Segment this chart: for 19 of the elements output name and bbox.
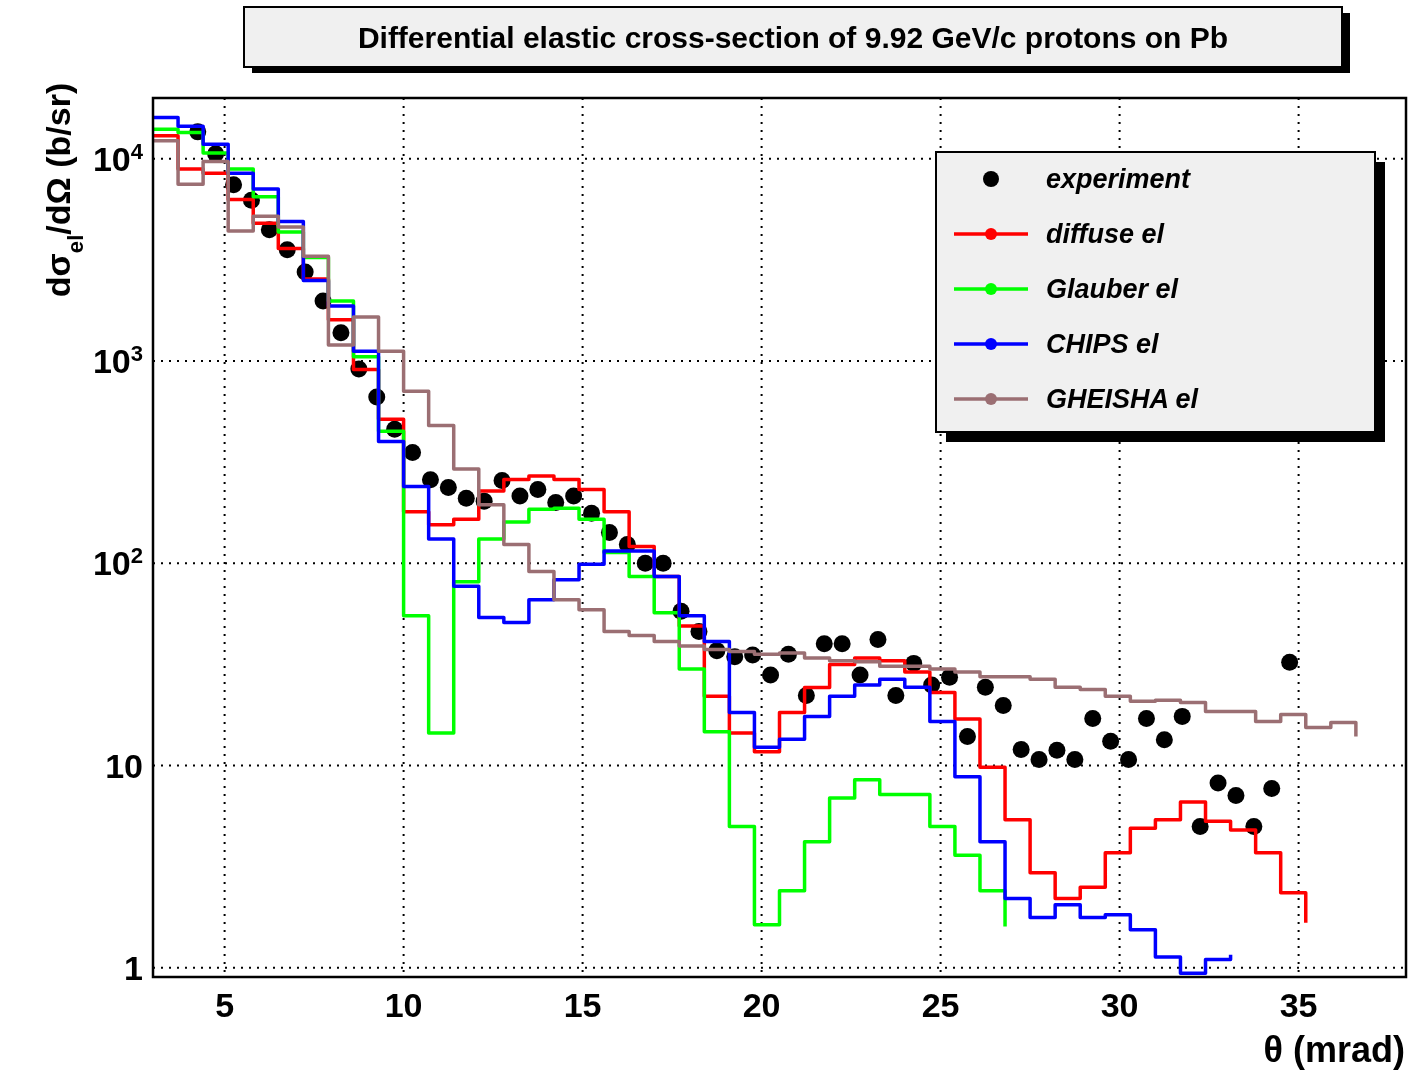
x-tick-label: 30 <box>1100 986 1139 1024</box>
x-tick-label: 10 <box>384 986 423 1024</box>
x-tick-label: 35 <box>1279 986 1318 1024</box>
legend-label: GHEISHA el <box>1046 384 1199 414</box>
y-tick-label: 10 <box>105 746 143 785</box>
x-tick-label: 25 <box>921 986 960 1024</box>
legend-label: diffuse el <box>1046 219 1165 249</box>
legend-label: Glauber el <box>1046 274 1179 304</box>
x-tick-label: 20 <box>742 986 781 1024</box>
legend-label: experiment <box>1046 164 1192 194</box>
x-tick-label: 5 <box>215 986 235 1024</box>
x-axis-title: θ (mrad) <box>1263 1029 1405 1070</box>
y-tick-label: 1 <box>124 948 143 987</box>
legend-label: CHIPS el <box>1046 329 1160 359</box>
chart-title: Differential elastic cross-section of 9.92 GeV/c protons on Pb <box>357 21 1229 54</box>
y-tick-label: 10$^{2}$ <box>92 542 143 583</box>
y-tick-label: 10$^{4}$ <box>92 138 144 178</box>
y-tick-label: 10$^{3}$ <box>92 340 143 381</box>
x-tick-label: 15 <box>563 986 602 1024</box>
